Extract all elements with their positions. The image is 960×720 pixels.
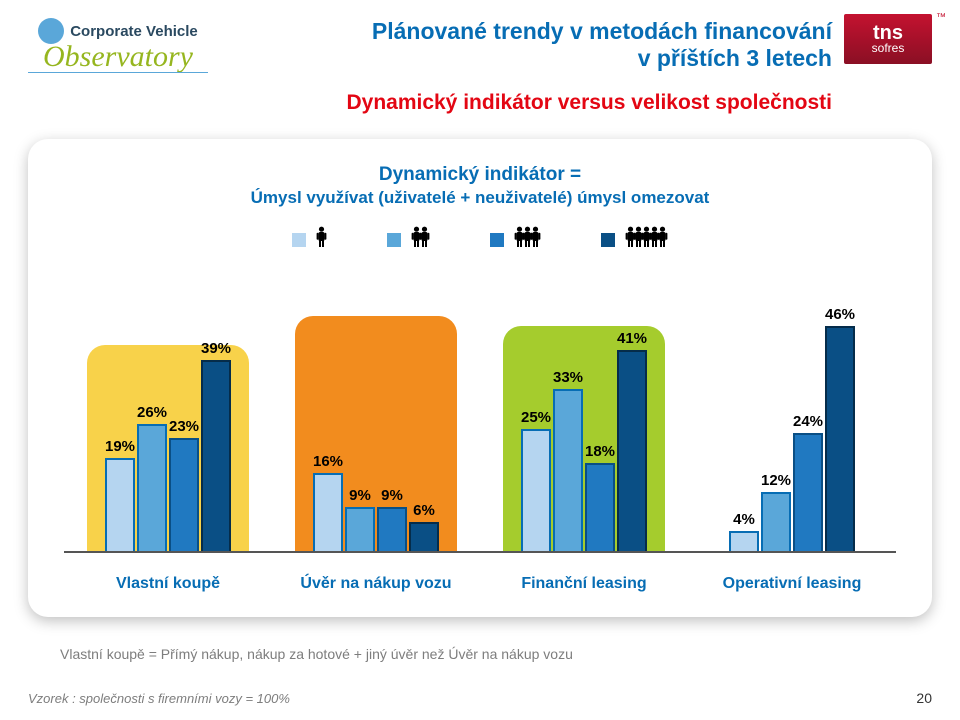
chart-bar: 39% xyxy=(201,360,231,551)
chart-bars: 16%9%9%6% xyxy=(272,306,480,551)
observatory-logo: Corporate Vehicle Observatory xyxy=(28,18,208,73)
slide-title-line2: v příštích 3 letech xyxy=(208,45,832,72)
legend-swatch xyxy=(387,233,401,247)
chart-bar-label: 9% xyxy=(381,487,403,504)
chart-bar: 4% xyxy=(729,531,759,551)
chart-bar: 18% xyxy=(585,463,615,551)
chart-bar: 9% xyxy=(345,507,375,551)
legend-people-icon xyxy=(411,226,430,253)
chart-bar-label: 33% xyxy=(553,369,583,386)
page-number: 20 xyxy=(916,690,932,706)
chart-bar: 41% xyxy=(617,350,647,551)
chart-bar-label: 26% xyxy=(137,404,167,421)
slide-subtitle: Dynamický indikátor versus velikost spol… xyxy=(28,91,932,115)
legend-people-icon xyxy=(625,226,668,253)
chart-bars: 19%26%23%39% xyxy=(64,306,272,551)
legend-swatch xyxy=(490,233,504,247)
chart-bar-label: 16% xyxy=(313,453,343,470)
slide-title-line1: Plánované trendy v metodách financování xyxy=(208,18,832,45)
chart-bars: 4%12%24%46% xyxy=(688,306,896,551)
definition-line1: Dynamický indikátor = xyxy=(64,163,896,187)
chart-bar: 24% xyxy=(793,433,823,551)
slide-page: Corporate Vehicle Observatory Plánované … xyxy=(0,0,960,720)
chart-bar: 19% xyxy=(105,458,135,551)
category-label: Finanční leasing xyxy=(480,575,688,593)
chart-bar: 12% xyxy=(761,492,791,551)
legend-item-s4 xyxy=(601,226,668,253)
legend-swatch xyxy=(601,233,615,247)
chart-bar: 33% xyxy=(553,389,583,551)
chart-group-uver: 16%9%9%6% xyxy=(272,308,480,553)
header-row: Corporate Vehicle Observatory Plánované … xyxy=(28,18,932,73)
slide-footer: Vzorek : společnosti s firemními vozy = … xyxy=(28,691,290,706)
legend-item-s3 xyxy=(490,226,541,253)
chart-bar-label: 24% xyxy=(793,413,823,430)
tns-logo-bottom: sofres xyxy=(872,42,905,54)
chart-bar-label: 19% xyxy=(105,438,135,455)
chart-footnote: Vlastní koupě = Přímý nákup, nákup za ho… xyxy=(60,646,573,662)
chart-bar: 23% xyxy=(169,438,199,551)
chart-bar-label: 46% xyxy=(825,306,855,323)
tns-logo: ™ tns sofres xyxy=(844,14,932,64)
chart-panel: Dynamický indikátor = Úmysl využívat (už… xyxy=(28,139,932,617)
category-labels-row: Vlastní koupěÚvěr na nákup vozuFinanční … xyxy=(64,575,896,593)
slide-title: Plánované trendy v metodách financování … xyxy=(208,18,932,72)
chart-group-vlastni: 19%26%23%39% xyxy=(64,308,272,553)
legend-item-s2 xyxy=(387,226,430,253)
chart-bar-label: 23% xyxy=(169,418,199,435)
chart-bar: 6% xyxy=(409,522,439,551)
definition-line2: Úmysl využívat (uživatelé + neuživatelé)… xyxy=(64,187,896,208)
chart-bar-label: 4% xyxy=(733,511,755,528)
chart-bar: 9% xyxy=(377,507,407,551)
chart-bar: 46% xyxy=(825,326,855,551)
chart-bar-label: 39% xyxy=(201,340,231,357)
chart-bars: 25%33%18%41% xyxy=(480,306,688,551)
legend-item-s1 xyxy=(292,226,327,253)
chart-bar: 25% xyxy=(521,429,551,552)
tns-trademark: ™ xyxy=(936,12,946,23)
chart-bar: 26% xyxy=(137,424,167,551)
chart-bar: 16% xyxy=(313,473,343,551)
category-label: Vlastní koupě xyxy=(64,575,272,593)
chart-bar-label: 41% xyxy=(617,330,647,347)
chart-bar-label: 9% xyxy=(349,487,371,504)
observatory-logo-text: Corporate Vehicle xyxy=(70,23,198,40)
chart-group-oper: 4%12%24%46% xyxy=(688,308,896,553)
observatory-logo-sub: Observatory xyxy=(43,40,193,74)
legend-people-icon xyxy=(316,226,327,253)
legend-swatch xyxy=(292,233,306,247)
chart-bar-label: 6% xyxy=(413,502,435,519)
chart-group-fin: 25%33%18%41% xyxy=(480,308,688,553)
chart-bar-label: 18% xyxy=(585,443,615,460)
bar-chart: 19%26%23%39%16%9%9%6%25%33%18%41%4%12%24… xyxy=(64,308,896,553)
legend-people-icon xyxy=(514,226,541,253)
chart-bar-label: 25% xyxy=(521,409,551,426)
observatory-logo-underline xyxy=(28,72,208,73)
legend xyxy=(64,226,896,253)
chart-bar-label: 12% xyxy=(761,472,791,489)
category-label: Operativní leasing xyxy=(688,575,896,593)
category-label: Úvěr na nákup vozu xyxy=(272,575,480,593)
tns-logo-top: tns xyxy=(873,24,903,42)
